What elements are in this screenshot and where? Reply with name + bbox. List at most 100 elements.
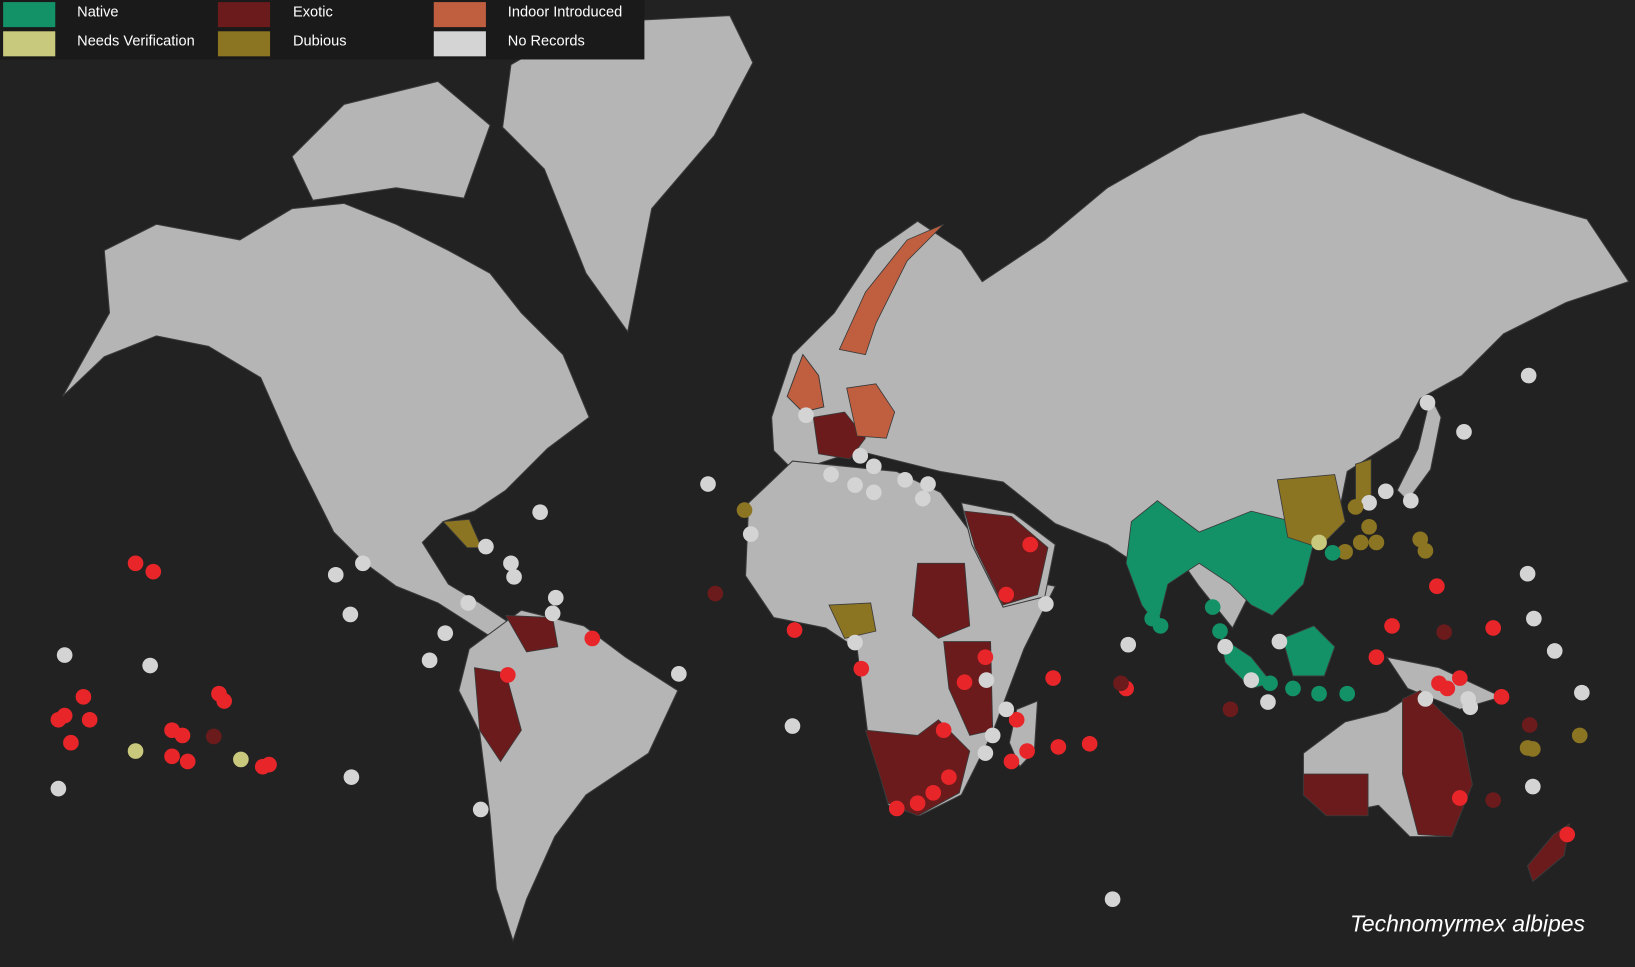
legend-label: Needs Verification — [77, 34, 195, 50]
dubious-point — [1368, 534, 1385, 551]
exotic-region — [473, 667, 522, 763]
no-records-point — [1243, 672, 1260, 688]
exotic-point — [261, 756, 277, 773]
exotic-point — [81, 711, 98, 728]
no-records-point — [327, 566, 344, 583]
exotic-region — [504, 615, 559, 653]
no-records-point — [700, 476, 716, 492]
no-records-point — [544, 605, 561, 622]
exotic-point — [499, 667, 516, 683]
greenland — [502, 15, 754, 334]
no-records-point — [50, 780, 67, 797]
exotic-point — [888, 800, 905, 817]
exotic-region — [1527, 823, 1570, 883]
species-name: Technomyrmex albipes — [1350, 911, 1585, 937]
dubious-region — [828, 602, 877, 639]
exotic-point — [174, 727, 191, 744]
legend-swatch — [3, 2, 56, 28]
no-records-point — [1524, 778, 1541, 795]
exotic-point — [1521, 717, 1538, 733]
exotic-point — [1081, 735, 1098, 752]
exotic-point — [707, 585, 724, 602]
no-records-point — [1417, 691, 1434, 707]
dubious-point — [736, 502, 753, 518]
legend-label: Indoor Introduced — [508, 4, 622, 20]
exotic-point — [1485, 620, 1502, 636]
dubious-point — [1571, 727, 1588, 744]
no-records-point — [1462, 699, 1479, 716]
exotic-point — [909, 795, 926, 812]
no-records-point — [914, 490, 931, 507]
no-records-point — [1456, 424, 1472, 440]
legend-label: Dubious — [293, 34, 347, 50]
exotic-point — [1429, 578, 1445, 595]
arctic-islands — [291, 80, 491, 201]
needs-verification-point — [1311, 534, 1327, 551]
no-records-point — [978, 672, 995, 688]
legend-swatch — [433, 31, 486, 57]
native-region — [1282, 625, 1336, 677]
needs-verification-point — [127, 743, 144, 759]
native-point — [1262, 675, 1278, 692]
no-records-point — [421, 652, 438, 669]
exotic-point — [216, 693, 233, 709]
needs-verification-point — [233, 751, 249, 768]
no-records-point — [1574, 684, 1590, 701]
exotic-point — [1436, 624, 1453, 640]
no-records-point — [503, 555, 519, 572]
legend-swatch — [3, 31, 56, 57]
no-records-point — [343, 769, 360, 785]
exotic-point — [1452, 670, 1468, 686]
no-records-point — [1546, 643, 1563, 659]
no-records-point — [977, 745, 994, 761]
native-point — [1212, 623, 1228, 639]
exotic-point — [1019, 743, 1035, 759]
exotic-point — [127, 555, 144, 572]
native-point — [1311, 685, 1327, 702]
indoor-region — [838, 223, 944, 356]
no-records-point — [1120, 636, 1137, 653]
legend-swatch — [217, 31, 271, 57]
no-records-point — [532, 504, 548, 521]
native-point — [1339, 685, 1356, 702]
dubious-point — [1347, 499, 1364, 515]
no-records-point — [342, 606, 359, 623]
legend-swatch — [217, 2, 271, 28]
indoor-region — [846, 383, 896, 439]
native-point — [1144, 610, 1161, 627]
legend-label: No Records — [508, 34, 585, 50]
exotic-point — [935, 722, 952, 739]
legend-label: Native — [77, 4, 118, 20]
no-records-point — [852, 448, 869, 464]
no-records-point — [506, 569, 522, 585]
indoor-region — [786, 353, 825, 413]
eurasia — [771, 112, 1630, 629]
exotic-region — [1302, 773, 1369, 817]
exotic-point — [941, 769, 957, 785]
exotic-point — [1368, 649, 1385, 666]
exotic-point — [1045, 670, 1061, 686]
exotic-point — [50, 711, 67, 728]
native-point — [1324, 545, 1341, 561]
exotic-point — [179, 753, 196, 770]
native-point — [1204, 599, 1221, 615]
dubious-region — [1276, 474, 1346, 549]
exotic-point — [1452, 790, 1468, 806]
no-records-point — [1526, 610, 1542, 627]
exotic-region — [963, 510, 1049, 606]
record-points — [50, 367, 1590, 908]
no-records-point — [437, 625, 454, 642]
exotic-point — [75, 689, 92, 705]
no-records-point — [865, 458, 882, 475]
no-records-point — [920, 476, 936, 492]
exotic-point — [1050, 739, 1067, 755]
dubious-point — [1352, 534, 1369, 551]
legend-label: Exotic — [293, 4, 333, 20]
dubious-point — [1417, 542, 1434, 559]
no-records-point — [1402, 492, 1419, 509]
no-records-point — [742, 526, 759, 542]
no-records-point — [865, 484, 882, 501]
exotic-point — [1559, 826, 1576, 843]
